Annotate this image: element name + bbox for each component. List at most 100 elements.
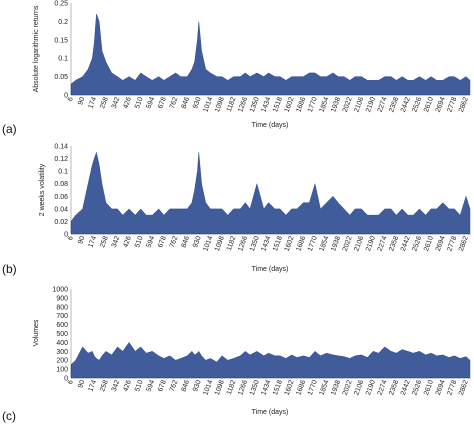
x-tick-label: 342 — [111, 96, 122, 109]
x-tick-label: 762 — [169, 235, 180, 248]
x-tick-label: 846 — [181, 379, 192, 392]
x-tick-label: 2694 — [435, 96, 447, 113]
x-tick-label: 90 — [77, 235, 86, 245]
y-tick-label: 0.12 — [54, 156, 68, 163]
y-tick-label: 0.1 — [58, 56, 68, 63]
series-area — [70, 342, 471, 379]
x-tick-label: 1014 — [202, 96, 214, 113]
x-tick-label: 1182 — [226, 235, 238, 252]
x-tick-label: 2862 — [458, 235, 470, 252]
x-tick-label: 678 — [157, 96, 168, 109]
x-tick-label: 2190 — [365, 235, 377, 252]
x-tick-label: 1686 — [295, 235, 307, 252]
x-tick-label: 2190 — [365, 379, 377, 396]
y-tick-label: 0.04 — [54, 206, 68, 213]
x-tick-label: 1182 — [226, 379, 238, 396]
x-tick-label: 2274 — [377, 96, 389, 113]
x-tick-label: 1770 — [307, 379, 319, 396]
x-tick-label: 258 — [99, 96, 110, 109]
x-tick-label: 2358 — [388, 96, 400, 113]
y-axis-title: 2 weeks volatility — [39, 163, 46, 216]
x-tick-label: 2442 — [400, 235, 412, 252]
x-axis-title: Time (days) — [252, 266, 289, 273]
x-tick-label: 1434 — [260, 379, 272, 396]
x-tick-label: 930 — [192, 379, 203, 392]
y-tick-label: 0 — [64, 93, 68, 100]
x-tick-label: 846 — [181, 96, 192, 109]
x-tick-label: 174 — [88, 96, 99, 109]
x-tick-label: 426 — [122, 379, 133, 392]
x-tick-label: 1098 — [214, 96, 226, 113]
x-tick-label: 258 — [99, 379, 110, 392]
x-tick-label: 1602 — [284, 96, 296, 113]
x-tick-label: 1518 — [272, 96, 284, 113]
x-tick-label: 2106 — [353, 96, 365, 113]
y-tick-label: 900 — [56, 295, 68, 302]
y-tick-label: 100 — [56, 367, 68, 374]
x-tick-label: 1182 — [226, 96, 238, 113]
x-tick-label: 2526 — [411, 96, 423, 113]
x-tick-label: 1098 — [214, 235, 226, 252]
y-tick-label: 300 — [56, 349, 68, 356]
x-tick-label: 1266 — [237, 96, 249, 113]
y-tick-label: 700 — [56, 313, 68, 320]
y-tick-label: 0 — [64, 376, 68, 383]
x-tick-label: 594 — [146, 96, 157, 109]
y-tick-label: 0.08 — [54, 181, 68, 188]
x-tick-label: 2358 — [388, 235, 400, 252]
x-tick-label: 2862 — [458, 379, 470, 396]
x-tick-label: 1098 — [214, 379, 226, 396]
x-tick-label: 762 — [169, 96, 180, 109]
x-tick-label: 2778 — [446, 96, 458, 113]
y-tick-labels: 0 0.02 0.04 0.06 0.08 0.1 0.12 0.14 — [54, 144, 68, 239]
x-tick-label: 2358 — [388, 379, 400, 396]
x-tick-label: 1350 — [249, 235, 261, 252]
x-tick-labels: 6 90 174 258 342 426 510 594 678 762 846 930 1014 109… — [67, 96, 470, 113]
y-tick-label: 400 — [56, 340, 68, 347]
x-tick-label: 2526 — [411, 235, 423, 252]
x-tick-label: 1350 — [249, 379, 261, 396]
x-tick-label: 1518 — [272, 379, 284, 396]
x-tick-label: 930 — [192, 96, 203, 109]
y-tick-label: 0.2 — [58, 19, 68, 26]
x-tick-label: 6 — [67, 235, 75, 241]
y-tick-label: 0 — [64, 232, 68, 239]
x-tick-label: 510 — [134, 379, 145, 392]
x-tick-label: 174 — [88, 379, 99, 392]
x-tick-label: 510 — [134, 96, 145, 109]
y-tick-label: 0.15 — [54, 37, 68, 44]
x-tick-label: 2694 — [435, 235, 447, 252]
x-tick-label: 678 — [157, 235, 168, 248]
x-tick-label: 2274 — [377, 235, 389, 252]
panel-a: 0 0.05 0.1 0.15 0.2 0.25 6 90 174 258 342 426 510 59… — [2, 1, 471, 136]
x-tick-label: 2022 — [342, 96, 354, 113]
x-tick-label: 1938 — [330, 235, 342, 252]
x-tick-label: 426 — [122, 235, 133, 248]
series-area — [70, 151, 471, 235]
x-tick-label: 426 — [122, 96, 133, 109]
y-tick-label: 0.1 — [58, 169, 68, 176]
x-tick-label: 1938 — [330, 379, 342, 396]
y-tick-label: 200 — [56, 358, 68, 365]
x-tick-label: 846 — [181, 235, 192, 248]
panel-label: (c) — [2, 409, 16, 423]
x-tick-label: 1770 — [307, 235, 319, 252]
x-tick-label: 510 — [134, 235, 145, 248]
x-tick-label: 1854 — [319, 235, 331, 252]
x-tick-label: 1686 — [295, 96, 307, 113]
x-tick-label: 2274 — [377, 379, 389, 396]
x-tick-label: 342 — [111, 379, 122, 392]
x-tick-label: 1770 — [307, 96, 319, 113]
x-axis-title: Time (days) — [252, 122, 289, 129]
x-tick-labels: 6 90 174 258 342 426 510 594 678 762 846 930 1014 109… — [67, 379, 470, 396]
x-tick-label: 594 — [146, 379, 157, 392]
x-tick-label: 6 — [67, 96, 75, 102]
x-tick-label: 1686 — [295, 379, 307, 396]
x-tick-label: 1014 — [202, 379, 214, 396]
x-tick-label: 2190 — [365, 96, 377, 113]
x-tick-label: 1938 — [330, 96, 342, 113]
x-tick-label: 2106 — [353, 379, 365, 396]
x-tick-label: 1266 — [237, 235, 249, 252]
x-tick-label: 2022 — [342, 235, 354, 252]
